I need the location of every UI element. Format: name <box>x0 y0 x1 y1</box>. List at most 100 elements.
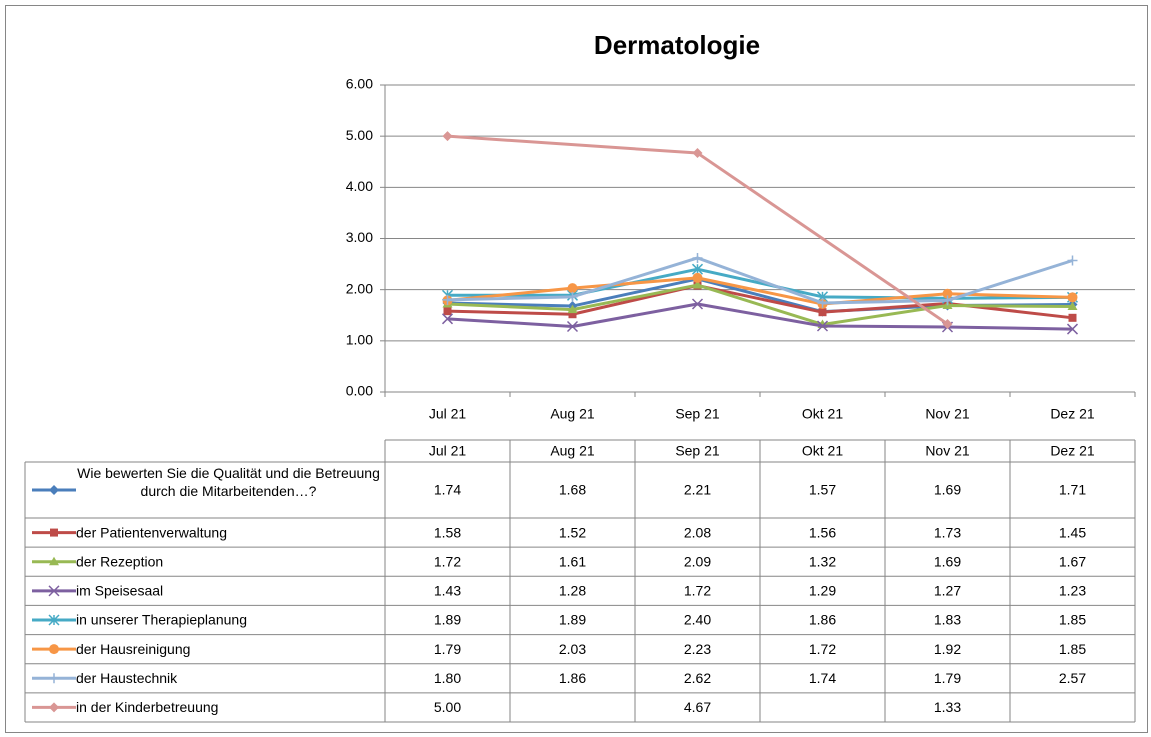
marker-shape <box>567 291 578 302</box>
marker <box>1067 301 1078 311</box>
table-value: 1.57 <box>809 482 836 498</box>
marker-shape <box>49 556 59 566</box>
marker <box>567 283 578 294</box>
x-tick-label: Aug 21 <box>550 406 595 422</box>
table-value: 1.89 <box>434 612 461 628</box>
table-value: 1.56 <box>809 524 836 540</box>
table-value: 1.72 <box>809 641 836 657</box>
marker <box>692 252 703 263</box>
table-value: 1.86 <box>809 612 836 628</box>
marker <box>942 295 953 306</box>
marker <box>567 291 578 302</box>
table-value: 2.21 <box>684 482 711 498</box>
legend-label: im Speisesaal <box>76 583 163 599</box>
marker-shape <box>692 280 703 289</box>
table-value: 1.69 <box>934 553 961 569</box>
marker-shape <box>49 644 59 655</box>
marker-shape <box>1068 313 1077 322</box>
marker <box>50 528 58 537</box>
marker <box>817 297 828 308</box>
legend-label: der Rezeption <box>76 553 163 569</box>
marker <box>1067 255 1078 266</box>
marker-shape <box>817 297 828 308</box>
legend-label: der Haustechnik <box>76 670 178 686</box>
table-value: 1.32 <box>809 553 836 569</box>
chart-title: Dermatologie <box>594 30 760 60</box>
marker-shape <box>49 485 59 495</box>
table-header: Jul 21 <box>429 443 467 459</box>
table-value: 1.27 <box>934 583 961 599</box>
marker <box>818 308 827 317</box>
legend-label: in unserer Therapieplanung <box>76 612 247 628</box>
x-tick-label: Okt 21 <box>802 406 843 422</box>
marker-shape <box>691 263 704 275</box>
table-value: 2.03 <box>559 641 586 657</box>
table-value: 1.72 <box>434 553 461 569</box>
marker <box>692 148 703 159</box>
marker <box>442 294 453 305</box>
series-line <box>447 283 1073 326</box>
table-value: 5.00 <box>434 699 461 715</box>
table-value: 2.62 <box>684 670 711 686</box>
table-value: 1.69 <box>934 482 961 498</box>
marker <box>816 320 829 332</box>
table-value: 1.83 <box>934 612 961 628</box>
table-value: 2.23 <box>684 641 711 657</box>
marker-shape <box>816 320 829 332</box>
legend-label: der Hausreinigung <box>76 641 190 657</box>
table-value: 2.08 <box>684 524 711 540</box>
marker-shape <box>942 318 953 329</box>
table-value: 1.23 <box>1059 583 1086 599</box>
marker-shape <box>942 295 953 306</box>
table-header: Okt 21 <box>802 443 843 459</box>
table-value: 1.61 <box>559 553 586 569</box>
table-header: Nov 21 <box>925 443 970 459</box>
table-value: 1.92 <box>934 641 961 657</box>
marker-shape <box>48 585 60 597</box>
table-value: 1.45 <box>1059 524 1086 540</box>
marker <box>566 320 579 333</box>
x-tick-label: Nov 21 <box>925 406 970 422</box>
table-value: 1.71 <box>1059 482 1086 498</box>
legend-label: Wie bewerten Sie die Qualität und die Be… <box>77 465 380 499</box>
table-value: 1.85 <box>1059 612 1086 628</box>
marker <box>1066 323 1079 335</box>
marker-shape <box>441 313 454 325</box>
table-value: 1.89 <box>559 612 586 628</box>
x-tick-label: Dez 21 <box>1050 406 1095 422</box>
legend-label-box: Wie bewerten Sie die Qualität und die Be… <box>77 465 380 499</box>
table-header: Aug 21 <box>550 443 595 459</box>
table-value: 1.86 <box>559 670 586 686</box>
marker <box>691 298 704 310</box>
marker-shape <box>692 272 703 283</box>
table-value: 1.33 <box>934 699 961 715</box>
marker <box>1068 313 1077 322</box>
y-tick-label: 4.00 <box>346 178 373 194</box>
marker-shape <box>567 283 578 294</box>
table-value: 1.68 <box>559 482 586 498</box>
y-tick-label: 6.00 <box>346 76 373 92</box>
table-value: 1.79 <box>434 641 461 657</box>
table-value: 1.72 <box>684 583 711 599</box>
marker <box>49 702 59 713</box>
marker-shape <box>1067 255 1078 266</box>
table-value: 1.79 <box>934 670 961 686</box>
marker <box>692 272 703 283</box>
table-value: 1.80 <box>434 670 461 686</box>
table-value: 1.29 <box>809 583 836 599</box>
marker <box>442 131 453 142</box>
x-tick-label: Sep 21 <box>675 406 720 422</box>
marker <box>567 304 578 314</box>
marker <box>942 318 953 329</box>
marker-shape <box>49 673 59 684</box>
marker <box>48 585 60 597</box>
table-value: 1.73 <box>934 524 961 540</box>
table-value: 2.09 <box>684 553 711 569</box>
marker-shape <box>1066 323 1079 335</box>
table-value: 1.28 <box>559 583 586 599</box>
marker-shape <box>818 308 827 317</box>
table-value: 1.43 <box>434 583 461 599</box>
table-value: 4.67 <box>684 699 711 715</box>
table-header: Sep 21 <box>675 443 720 459</box>
